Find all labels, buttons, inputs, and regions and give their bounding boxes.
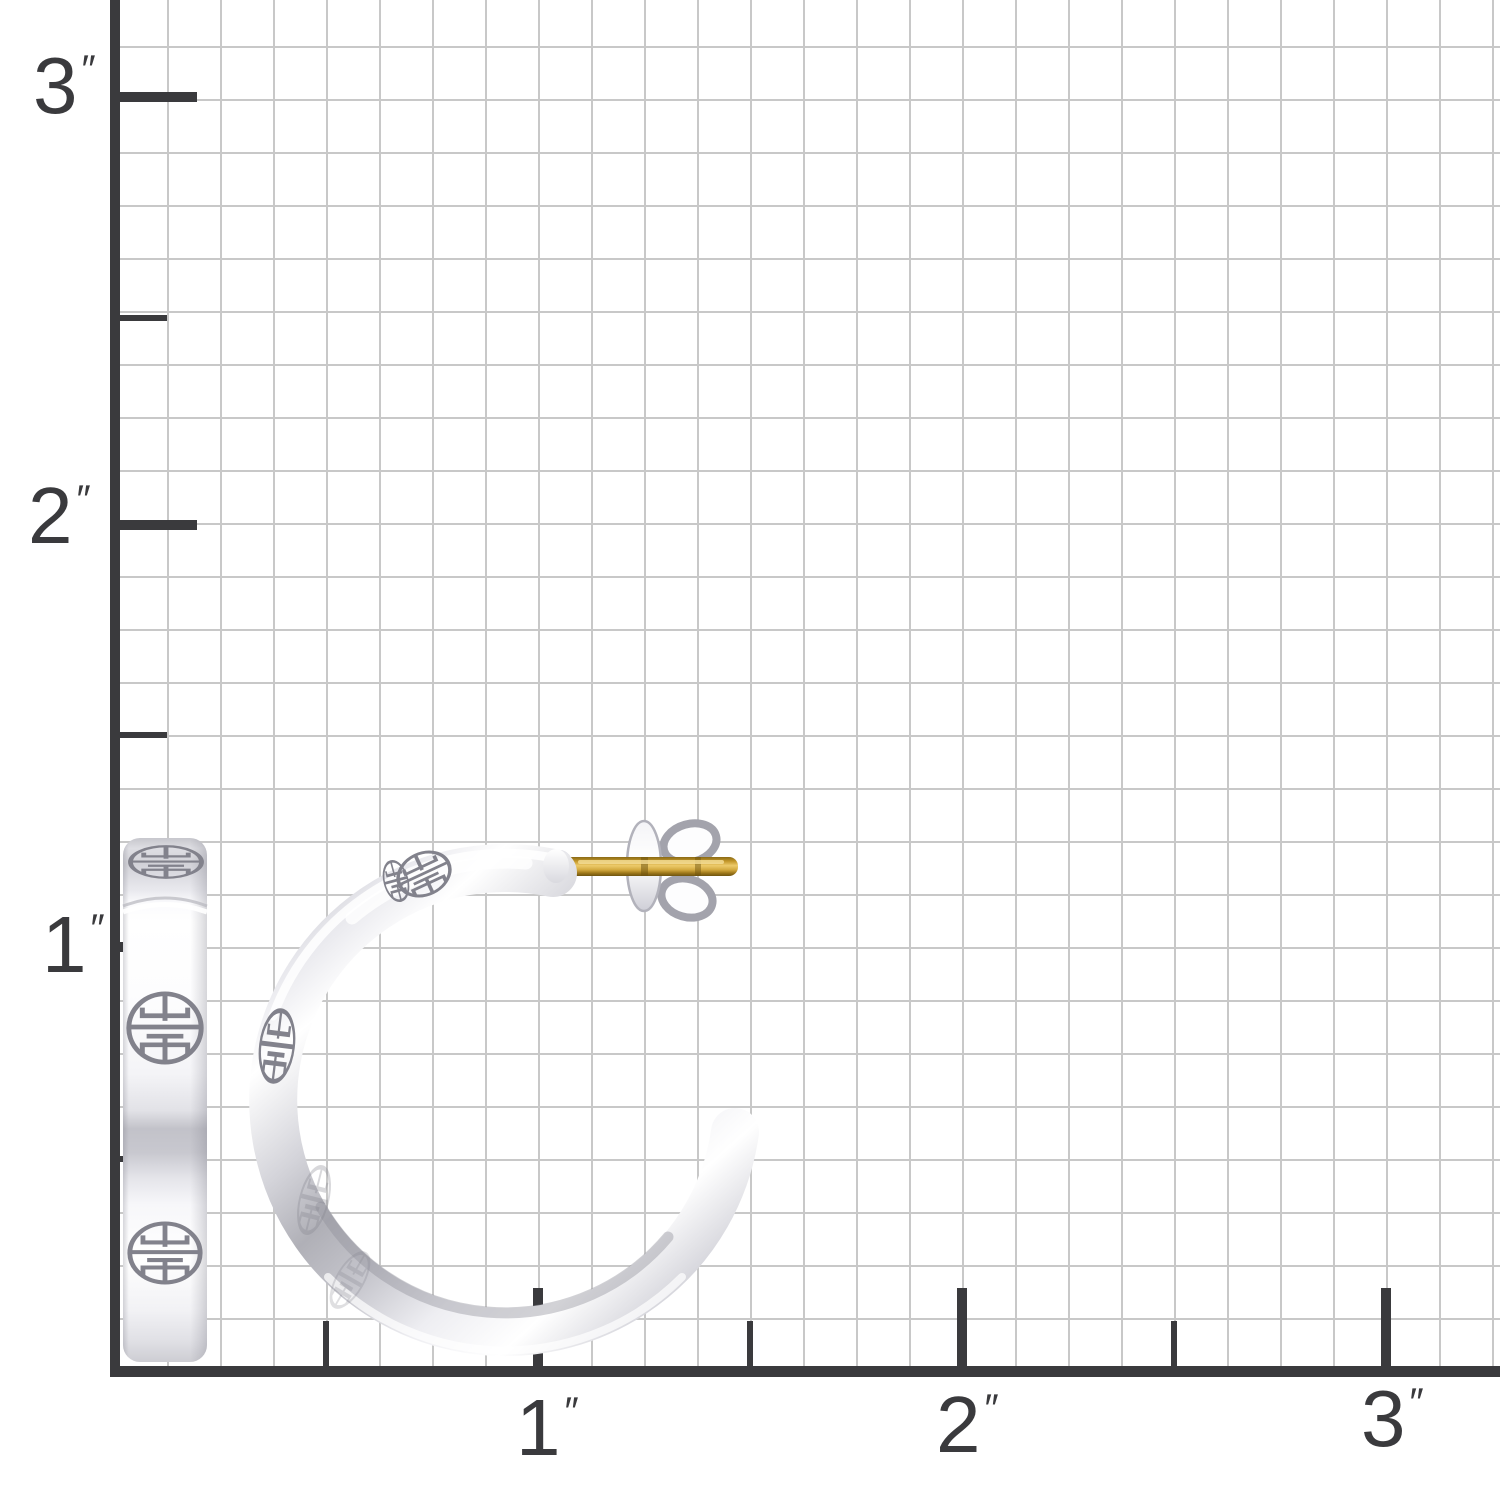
hoop-earring-side-view bbox=[122, 838, 208, 1362]
bar-shoulder-seam bbox=[122, 896, 208, 908]
hoop-end-cap bbox=[543, 849, 569, 883]
tick-bottom-2_5in bbox=[1171, 1321, 1177, 1366]
bar-shoulder-highlight bbox=[122, 902, 208, 915]
tick-left-2in bbox=[120, 520, 197, 530]
vertical-ruler-axis bbox=[110, 0, 120, 1377]
hoop-band bbox=[249, 844, 759, 1356]
hoop-bottom-highlight bbox=[324, 1273, 686, 1355]
tick-bottom-1_5in bbox=[747, 1321, 753, 1366]
label-left-3in: 3 ″ bbox=[33, 41, 96, 130]
butterfly-clutch bbox=[657, 819, 721, 922]
tick-bottom-2in bbox=[957, 1288, 967, 1366]
tick-left-1_5in bbox=[120, 732, 167, 738]
label-bottom-3in: 3 ″ bbox=[1361, 1374, 1424, 1463]
label-bottom-2in: 2 ″ bbox=[936, 1380, 999, 1469]
gold-post bbox=[562, 857, 738, 876]
label-bottom-1in: 1 ″ bbox=[516, 1383, 579, 1472]
tick-bottom-0_5in bbox=[323, 1321, 329, 1366]
tick-left-2_5in bbox=[120, 315, 167, 321]
horizontal-ruler-axis bbox=[110, 1366, 1500, 1377]
hoop-top-highlight bbox=[345, 855, 533, 925]
tick-left-3in bbox=[120, 92, 197, 102]
hoop-outer-highlight bbox=[268, 848, 553, 1021]
grid-paper bbox=[114, 0, 1500, 1373]
shou-symbol-engraving bbox=[130, 1224, 200, 1283]
tick-bottom-3in bbox=[1381, 1288, 1391, 1366]
label-left-2in: 2 ″ bbox=[28, 471, 91, 560]
hoop-earring-front-view bbox=[249, 819, 759, 1356]
shou-symbol-engraving bbox=[129, 994, 201, 1062]
label-left-1in: 1 ″ bbox=[42, 900, 105, 989]
shou-symbol-engraving bbox=[130, 846, 201, 877]
